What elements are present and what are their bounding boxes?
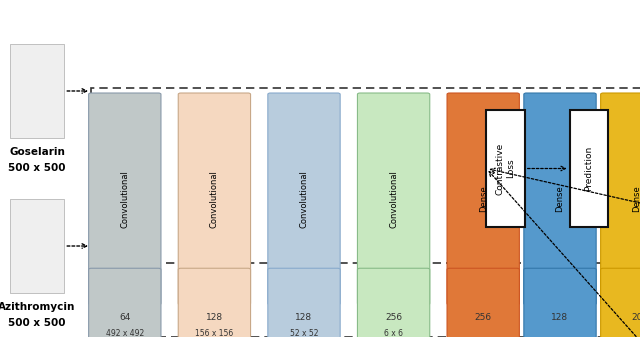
FancyBboxPatch shape [268, 268, 340, 337]
Text: 500 x 500: 500 x 500 [8, 163, 66, 174]
Bar [91, 88, 640, 337]
Text: Convolutional: Convolutional [300, 170, 308, 228]
Bar [10, 44, 65, 138]
Text: Convolutional: Convolutional [210, 170, 219, 228]
FancyBboxPatch shape [178, 268, 251, 337]
Text: Goselarin: Goselarin [9, 147, 65, 157]
Text: Convolutional: Convolutional [389, 170, 398, 228]
FancyBboxPatch shape [524, 268, 596, 337]
FancyBboxPatch shape [357, 93, 430, 305]
FancyBboxPatch shape [447, 268, 520, 337]
Bar [486, 110, 525, 227]
Text: Prediction: Prediction [584, 146, 593, 191]
Text: 64: 64 [119, 313, 131, 323]
FancyBboxPatch shape [89, 268, 161, 337]
Text: 6 x 6: 6 x 6 [384, 329, 403, 337]
FancyBboxPatch shape [600, 93, 640, 305]
FancyBboxPatch shape [357, 268, 430, 337]
Text: Convolutional: Convolutional [120, 170, 129, 228]
Bar [570, 110, 608, 227]
Text: 128: 128 [296, 313, 312, 323]
Text: 128: 128 [206, 313, 223, 323]
Text: 20: 20 [631, 313, 640, 323]
Text: Dense: Dense [479, 185, 488, 212]
FancyBboxPatch shape [600, 268, 640, 337]
Text: 492 x 492: 492 x 492 [106, 329, 144, 337]
FancyBboxPatch shape [268, 93, 340, 305]
Text: Azithromycin: Azithromycin [0, 302, 76, 312]
FancyBboxPatch shape [89, 93, 161, 305]
FancyBboxPatch shape [524, 93, 596, 305]
Text: 156 x 156: 156 x 156 [195, 329, 234, 337]
FancyBboxPatch shape [178, 93, 251, 305]
Text: Dense: Dense [556, 185, 564, 212]
Bar [91, 263, 640, 337]
Text: Contrastive
Loss: Contrastive Loss [496, 142, 515, 195]
Text: 500 x 500: 500 x 500 [8, 318, 66, 329]
Bar [10, 199, 65, 293]
Text: 256: 256 [475, 313, 492, 323]
Text: 52 x 52: 52 x 52 [290, 329, 318, 337]
Text: 128: 128 [552, 313, 568, 323]
FancyBboxPatch shape [447, 93, 520, 305]
Text: 256: 256 [385, 313, 402, 323]
Text: Dense: Dense [632, 185, 640, 212]
